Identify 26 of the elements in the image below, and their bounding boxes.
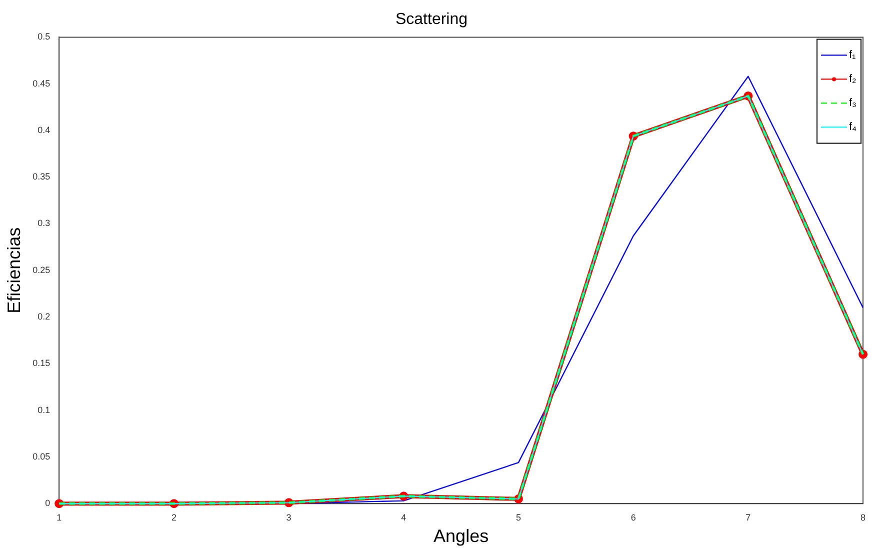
y-axis-title: Eficiencias xyxy=(4,227,24,314)
y-tick-label: 0.4 xyxy=(38,124,50,135)
x-tick-label: 7 xyxy=(746,512,751,522)
x-tick-label: 1 xyxy=(56,512,62,522)
legend-label: f₁ xyxy=(849,49,856,62)
y-tick-label: 0.45 xyxy=(32,78,50,88)
x-tick-label: 8 xyxy=(860,512,866,522)
x-tick-label: 4 xyxy=(401,512,406,522)
legend-label: f₃ xyxy=(849,97,857,110)
y-tick-label: 0.1 xyxy=(38,404,50,415)
x-tick-label: 2 xyxy=(171,512,176,522)
x-tick-label: 5 xyxy=(516,512,521,522)
x-axis-title: Angles xyxy=(434,526,489,546)
y-tick-label: 0.5 xyxy=(38,32,50,42)
y-tick-label: 0.05 xyxy=(32,451,50,462)
y-tick-label: 0.25 xyxy=(32,264,50,275)
y-tick-label: 0 xyxy=(45,498,50,508)
y-tick-label: 0.35 xyxy=(32,172,50,182)
legend-label: f₄ xyxy=(849,121,858,134)
legend-label: f₂ xyxy=(849,73,856,86)
y-tick-label: 0.2 xyxy=(38,312,50,322)
x-tick-label: 6 xyxy=(630,512,636,522)
chart-title: Scattering xyxy=(395,11,468,28)
y-tick-label: 0.15 xyxy=(32,358,50,368)
y-tick-label: 0.3 xyxy=(38,218,50,228)
x-tick-label: 3 xyxy=(286,512,292,522)
